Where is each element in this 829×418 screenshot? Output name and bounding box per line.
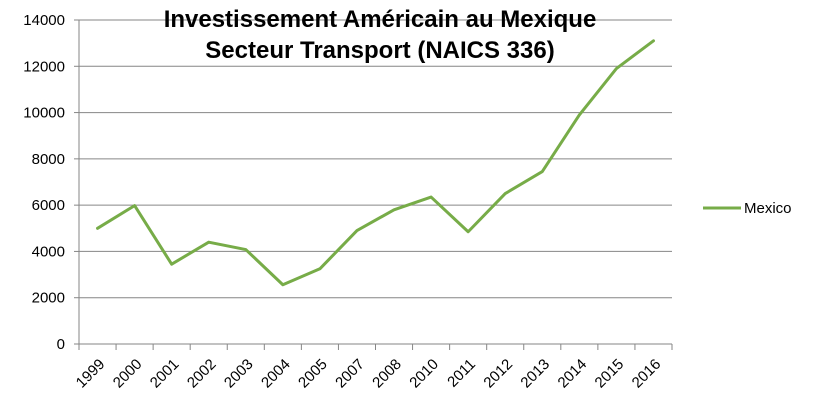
y-tick-label: 6000 xyxy=(32,197,65,214)
x-tick-label: 2007 xyxy=(332,356,368,392)
x-tick-label: 2013 xyxy=(517,356,553,392)
chart-title: Investissement Américain au Mexique xyxy=(164,6,597,33)
axes xyxy=(78,20,672,345)
x-tick-label: 1999 xyxy=(73,356,109,392)
legend-label-mexico: Mexico xyxy=(744,200,792,217)
x-tick-label: 2016 xyxy=(629,356,665,392)
y-tick-label: 8000 xyxy=(32,151,65,168)
x-tick-label: 2005 xyxy=(295,356,331,392)
x-tick-label: 2012 xyxy=(480,356,516,392)
y-tick-label: 2000 xyxy=(32,290,65,307)
y-tick-label: 4000 xyxy=(32,243,65,260)
x-tick-label: 2002 xyxy=(184,356,220,392)
y-tick-label: 0 xyxy=(57,336,65,353)
x-tick-label: 2001 xyxy=(147,356,183,392)
x-tick-label: 2003 xyxy=(221,356,257,392)
legend: Mexico xyxy=(703,200,792,217)
series-line-mexico xyxy=(96,39,655,287)
gridlines xyxy=(74,19,673,350)
x-tick-label: 2004 xyxy=(258,356,294,392)
x-tick-label: 2000 xyxy=(110,356,146,392)
x-tick-label: 2008 xyxy=(369,356,405,392)
y-tick-labels: 0 2000 4000 6000 8000 10000 12000 14000 xyxy=(23,12,65,353)
y-tick-label: 10000 xyxy=(23,105,65,122)
x-tick-label: 2011 xyxy=(444,356,479,391)
x-tick-label: 2010 xyxy=(406,356,442,392)
x-tick-label: 2014 xyxy=(555,356,591,392)
y-tick-label: 14000 xyxy=(23,12,65,29)
chart-subtitle: Secteur Transport (NAICS 336) xyxy=(205,37,554,64)
x-tick-labels: 1999 2000 2001 2002 2003 2004 2005 2007 2008 2010… xyxy=(73,356,665,392)
x-tick-label: 2015 xyxy=(592,356,628,392)
y-tick-label: 12000 xyxy=(23,58,65,75)
series-lines xyxy=(96,39,655,287)
